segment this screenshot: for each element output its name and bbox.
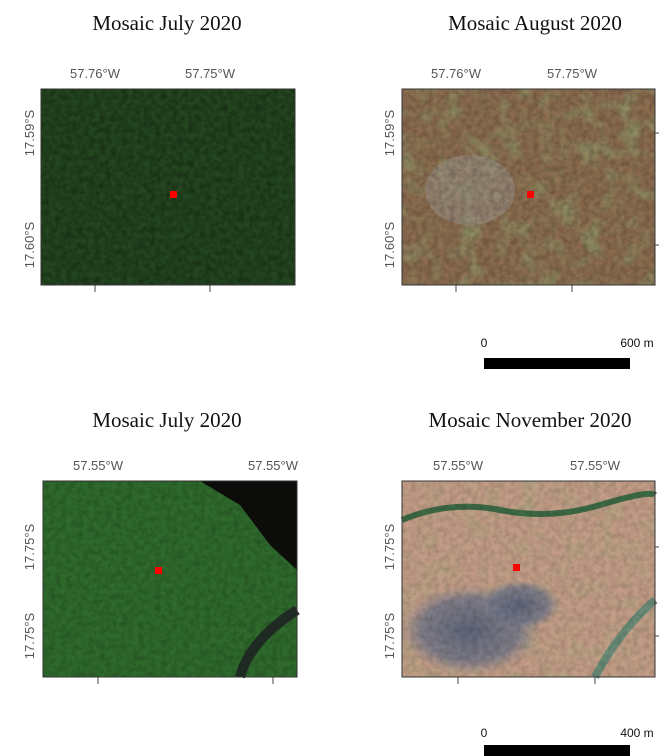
x-label: 57.76°W	[431, 66, 482, 81]
scale-end: 600 m	[620, 336, 653, 350]
y-label: 17.75°S	[382, 612, 397, 659]
x-label: 57.55°W	[570, 458, 621, 473]
y-label: 17.75°S	[22, 523, 37, 570]
panel-title: Mosaic July 2020	[92, 11, 241, 35]
y-label: 17.60°S	[382, 221, 397, 268]
scale-bar: 0 400 m	[481, 726, 654, 756]
x-label: 57.75°W	[547, 66, 598, 81]
satellite-image	[43, 481, 297, 677]
x-label: 57.55°W	[433, 458, 484, 473]
x-label: 57.75°W	[185, 66, 236, 81]
satellite-image	[402, 89, 655, 285]
y-label: 17.59°S	[382, 109, 397, 156]
scale-start: 0	[481, 336, 488, 350]
y-label: 17.75°S	[382, 523, 397, 570]
scale-bar: 0 600 m	[481, 336, 654, 369]
y-label: 17.60°S	[22, 221, 37, 268]
panel-title: Mosaic August 2020	[448, 11, 622, 35]
x-label: 57.76°W	[70, 66, 121, 81]
scale-start: 0	[481, 726, 488, 740]
scale-end: 400 m	[620, 726, 653, 740]
x-label: 57.55°W	[73, 458, 124, 473]
panel-title: Mosaic November 2020	[429, 408, 632, 432]
y-label: 17.75°S	[22, 612, 37, 659]
y-label: 17.59°S	[22, 109, 37, 156]
figure: Mosaic July 2020 Mosaic August 2020 Mosa…	[0, 0, 659, 756]
x-label: 57.55°W	[248, 458, 299, 473]
satellite-image	[400, 481, 655, 677]
satellite-image	[41, 89, 295, 285]
panel-title: Mosaic July 2020	[92, 408, 241, 432]
